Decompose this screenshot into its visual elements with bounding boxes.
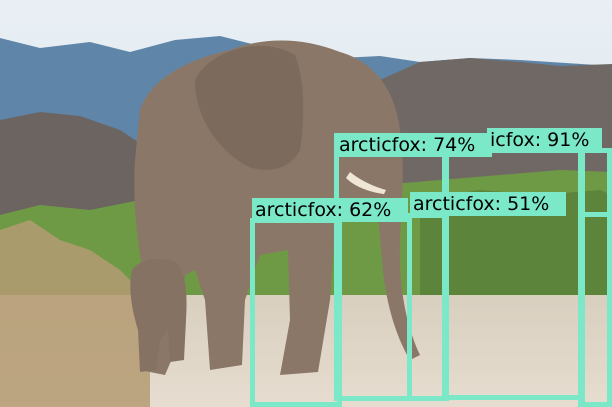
detection-box [580, 212, 612, 407]
detection-label: arcticfox: 74% [336, 133, 492, 157]
elephant-ear [195, 45, 304, 170]
detection-box [442, 148, 585, 400]
detection-box [250, 218, 342, 407]
detection-label: arcticfox: 51% [410, 192, 566, 216]
dry-grass [0, 220, 150, 407]
baby-elephant [130, 258, 187, 372]
rock-hill-left [0, 112, 175, 230]
detection-box [407, 213, 447, 401]
detection-label: arcticfox: 62% [252, 198, 408, 222]
elephant-tusk [346, 172, 386, 194]
detection-label: icfox: 91% [487, 128, 602, 152]
